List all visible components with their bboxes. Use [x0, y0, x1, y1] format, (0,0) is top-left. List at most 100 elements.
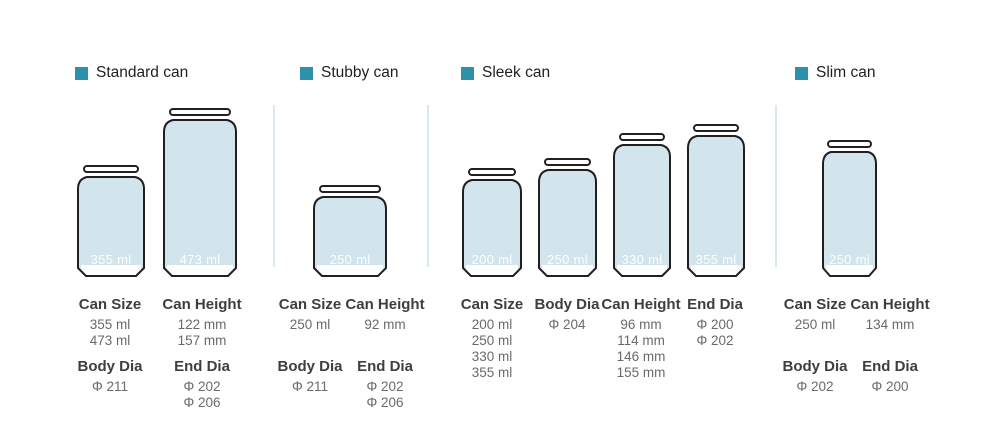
can-row-standard: 355 ml 473 ml	[77, 105, 237, 277]
spec-sleek-end-dia: End Dia Φ 200 Φ 202	[665, 296, 765, 349]
legend-square-icon	[795, 66, 808, 80]
spec-value: Φ 202	[696, 333, 734, 348]
spec-stubby-can-size: Can Size 250 ml	[260, 296, 360, 333]
can-illustration	[462, 168, 522, 277]
spec-standard-end-dia: End Dia Φ 202 Φ 206	[150, 358, 254, 411]
section-title: Slim can	[816, 64, 876, 81]
can-sleek-200ml: 200 ml	[462, 168, 522, 277]
spec-header: End Dia	[174, 358, 230, 375]
can-illustration	[313, 185, 387, 277]
section-divider	[273, 105, 275, 267]
spec-sleek-can-size: Can Size 200 ml 250 ml 330 ml 355 ml	[442, 296, 542, 381]
can-volume-label: 473 ml	[179, 252, 221, 267]
spec-value: 250 ml	[794, 317, 836, 332]
spec-value: Φ 200	[696, 317, 734, 332]
spec-value: Φ 200	[871, 379, 909, 394]
spec-value: 122 mm	[177, 317, 227, 332]
spec-value: Φ 206	[183, 395, 221, 410]
spec-value: 250 ml	[471, 333, 513, 348]
spec-value: 96 mm	[620, 317, 662, 332]
spec-header: End Dia	[862, 358, 918, 375]
can-slim-250ml: 250 ml	[822, 140, 877, 277]
spec-value: 200 ml	[471, 317, 513, 332]
section-divider	[775, 105, 777, 267]
can-illustration	[163, 108, 237, 277]
spec-value: 114 mm	[617, 333, 665, 348]
spec-value: 250 ml	[289, 317, 331, 332]
can-row-stubby: 250 ml	[313, 105, 387, 277]
spec-value: Φ 202	[183, 379, 221, 394]
can-illustration	[822, 140, 877, 277]
spec-header: Can Height	[601, 296, 681, 313]
spec-header: Can Height	[162, 296, 242, 313]
section-header-sleek: Sleek can	[461, 64, 550, 82]
spec-value: 473 ml	[89, 333, 131, 348]
can-row-slim: 250 ml	[822, 105, 877, 277]
section-title: Stubby can	[321, 64, 399, 81]
spec-value: 155 mm	[616, 365, 666, 380]
spec-header: Can Height	[850, 296, 930, 313]
spec-standard-body-dia: Body Dia Φ 211	[58, 358, 162, 395]
spec-slim-body-dia: Body Dia Φ 202	[765, 358, 865, 395]
spec-value: 330 ml	[471, 349, 513, 364]
spec-stubby-end-dia: End Dia Φ 202 Φ 206	[335, 358, 435, 411]
section-header-slim: Slim can	[795, 64, 875, 82]
spec-value: 134 mm	[865, 317, 915, 332]
spec-header: Body Dia	[534, 296, 600, 313]
can-volume-label: 330 ml	[621, 252, 663, 267]
can-illustration	[77, 165, 145, 277]
spec-value: Φ 206	[366, 395, 404, 410]
spec-slim-end-dia: End Dia Φ 200	[840, 358, 940, 395]
spec-header: Can Size	[783, 296, 847, 313]
can-illustration	[687, 124, 745, 277]
spec-value: 146 mm	[616, 349, 666, 364]
spec-slim-can-height: Can Height 134 mm	[840, 296, 940, 333]
section-header-standard: Standard can	[75, 64, 188, 82]
legend-square-icon	[461, 66, 474, 80]
can-sleek-330ml: 330 ml	[613, 133, 671, 277]
spec-standard-can-size: Can Size 355 ml 473 ml	[58, 296, 162, 349]
can-volume-label: 200 ml	[471, 252, 513, 267]
spec-value: Φ 211	[291, 379, 329, 394]
spec-value: 157 mm	[177, 333, 227, 348]
section-header-stubby: Stubby can	[300, 64, 399, 82]
spec-header: End Dia	[357, 358, 413, 375]
can-volume-label: 355 ml	[695, 252, 737, 267]
section-title: Standard can	[96, 64, 189, 81]
section-title: Sleek can	[482, 64, 551, 81]
can-volume-label: 250 ml	[547, 252, 588, 267]
spec-slim-can-size: Can Size 250 ml	[765, 296, 865, 333]
spec-header: Body Dia	[782, 358, 848, 375]
can-sleek-250ml: 250 ml	[538, 158, 597, 277]
can-standard-355ml: 355 ml	[77, 165, 145, 277]
can-illustration	[538, 158, 597, 277]
spec-value: 355 ml	[89, 317, 131, 332]
spec-stubby-can-height: Can Height 92 mm	[335, 296, 435, 333]
spec-header: Can Size	[460, 296, 524, 313]
spec-header: Can Size	[278, 296, 342, 313]
spec-sleek-can-height: Can Height 96 mm 114 mm 146 mm 155 mm	[591, 296, 691, 381]
spec-value: Φ 202	[366, 379, 404, 394]
spec-value: Φ 204	[548, 317, 586, 332]
section-divider	[427, 105, 429, 267]
can-stubby-250ml: 250 ml	[313, 185, 387, 277]
can-volume-label: 250 ml	[329, 252, 371, 267]
spec-value: 355 ml	[471, 365, 513, 380]
legend-square-icon	[75, 66, 88, 80]
spec-header: Body Dia	[77, 358, 143, 375]
legend-square-icon	[300, 66, 313, 80]
spec-header: Body Dia	[277, 358, 343, 375]
spec-value: Φ 202	[796, 379, 834, 394]
spec-stubby-body-dia: Body Dia Φ 211	[260, 358, 360, 395]
can-standard-473ml: 473 ml	[163, 108, 237, 277]
spec-header: End Dia	[687, 296, 743, 313]
spec-value: 92 mm	[364, 317, 406, 332]
spec-sleek-body-dia: Body Dia Φ 204	[517, 296, 617, 333]
spec-header: Can Size	[78, 296, 142, 313]
spec-value: Φ 211	[91, 379, 129, 394]
spec-header: Can Height	[345, 296, 425, 313]
can-sleek-355ml: 355 ml	[687, 124, 745, 277]
can-volume-label: 250 ml	[829, 252, 870, 267]
can-volume-label: 355 ml	[90, 252, 132, 267]
